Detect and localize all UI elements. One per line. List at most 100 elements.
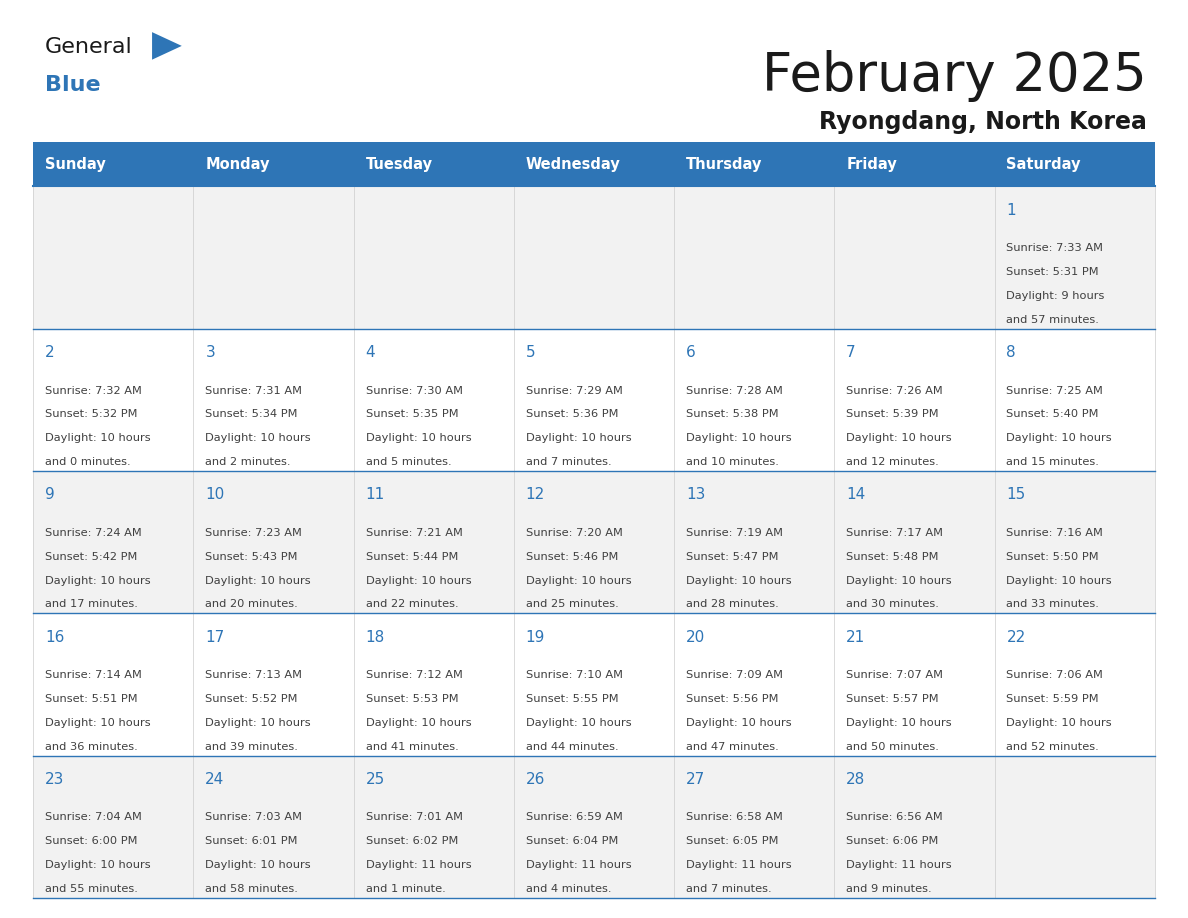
Text: and 52 minutes.: and 52 minutes.: [1006, 742, 1099, 752]
Text: Sunset: 5:56 PM: Sunset: 5:56 PM: [685, 694, 778, 704]
Text: and 55 minutes.: and 55 minutes.: [45, 884, 138, 894]
Text: Sunset: 6:05 PM: Sunset: 6:05 PM: [685, 836, 778, 846]
Text: Sunset: 5:35 PM: Sunset: 5:35 PM: [366, 409, 459, 420]
Text: 27: 27: [685, 772, 706, 787]
Text: 11: 11: [366, 487, 385, 502]
Text: 10: 10: [206, 487, 225, 502]
Text: 25: 25: [366, 772, 385, 787]
Text: Daylight: 9 hours: Daylight: 9 hours: [1006, 291, 1105, 301]
Text: Sunrise: 7:33 AM: Sunrise: 7:33 AM: [1006, 243, 1104, 253]
Text: and 30 minutes.: and 30 minutes.: [846, 599, 939, 610]
Text: and 20 minutes.: and 20 minutes.: [206, 599, 298, 610]
Text: and 12 minutes.: and 12 minutes.: [846, 457, 939, 467]
Text: Daylight: 11 hours: Daylight: 11 hours: [366, 860, 472, 870]
Text: Sunrise: 6:56 AM: Sunrise: 6:56 AM: [846, 812, 943, 823]
Text: General: General: [45, 37, 133, 57]
Bar: [194, 142, 354, 186]
Text: and 39 minutes.: and 39 minutes.: [206, 742, 298, 752]
Text: Daylight: 10 hours: Daylight: 10 hours: [526, 576, 631, 586]
Text: Wednesday: Wednesday: [526, 157, 620, 172]
Text: Sunset: 5:51 PM: Sunset: 5:51 PM: [45, 694, 138, 704]
Text: Sunrise: 7:07 AM: Sunrise: 7:07 AM: [846, 670, 943, 680]
Text: Sunrise: 7:28 AM: Sunrise: 7:28 AM: [685, 386, 783, 396]
Text: Saturday: Saturday: [1006, 157, 1081, 172]
Text: Sunset: 5:53 PM: Sunset: 5:53 PM: [366, 694, 459, 704]
Bar: [834, 142, 994, 186]
Text: Sunrise: 7:26 AM: Sunrise: 7:26 AM: [846, 386, 943, 396]
Text: 28: 28: [846, 772, 865, 787]
Text: Sunset: 6:00 PM: Sunset: 6:00 PM: [45, 836, 138, 846]
Text: Sunrise: 7:20 AM: Sunrise: 7:20 AM: [526, 528, 623, 538]
Text: 24: 24: [206, 772, 225, 787]
Text: and 17 minutes.: and 17 minutes.: [45, 599, 138, 610]
Text: Sunrise: 7:01 AM: Sunrise: 7:01 AM: [366, 812, 462, 823]
Text: Sunrise: 6:59 AM: Sunrise: 6:59 AM: [526, 812, 623, 823]
Text: 8: 8: [1006, 345, 1016, 360]
Text: Sunset: 5:38 PM: Sunset: 5:38 PM: [685, 409, 778, 420]
Bar: [33, 471, 1155, 613]
Text: Sunrise: 7:04 AM: Sunrise: 7:04 AM: [45, 812, 143, 823]
Text: 20: 20: [685, 630, 706, 644]
Text: Sunrise: 7:03 AM: Sunrise: 7:03 AM: [206, 812, 303, 823]
Text: 21: 21: [846, 630, 865, 644]
Text: Sunrise: 6:58 AM: Sunrise: 6:58 AM: [685, 812, 783, 823]
Text: Sunset: 6:01 PM: Sunset: 6:01 PM: [206, 836, 298, 846]
Text: Daylight: 10 hours: Daylight: 10 hours: [846, 433, 952, 443]
Text: 15: 15: [1006, 487, 1025, 502]
Text: Sunrise: 7:29 AM: Sunrise: 7:29 AM: [526, 386, 623, 396]
Text: Sunrise: 7:21 AM: Sunrise: 7:21 AM: [366, 528, 462, 538]
Bar: [33, 329, 1155, 471]
Text: Daylight: 11 hours: Daylight: 11 hours: [526, 860, 631, 870]
Text: Sunset: 5:52 PM: Sunset: 5:52 PM: [206, 694, 298, 704]
Text: Friday: Friday: [846, 157, 897, 172]
Text: Sunset: 5:46 PM: Sunset: 5:46 PM: [526, 552, 618, 562]
Text: Tuesday: Tuesday: [366, 157, 432, 172]
Text: Blue: Blue: [45, 75, 101, 95]
Text: Daylight: 10 hours: Daylight: 10 hours: [366, 576, 472, 586]
Text: Sunrise: 7:31 AM: Sunrise: 7:31 AM: [206, 386, 303, 396]
Bar: [33, 186, 1155, 329]
Text: 13: 13: [685, 487, 706, 502]
Text: and 57 minutes.: and 57 minutes.: [1006, 315, 1099, 325]
Text: Sunrise: 7:09 AM: Sunrise: 7:09 AM: [685, 670, 783, 680]
Text: 7: 7: [846, 345, 855, 360]
Text: Thursday: Thursday: [685, 157, 763, 172]
Text: and 41 minutes.: and 41 minutes.: [366, 742, 459, 752]
Text: February 2025: February 2025: [762, 50, 1146, 103]
Text: Daylight: 10 hours: Daylight: 10 hours: [1006, 433, 1112, 443]
Text: Daylight: 10 hours: Daylight: 10 hours: [1006, 576, 1112, 586]
Text: Sunset: 5:50 PM: Sunset: 5:50 PM: [1006, 552, 1099, 562]
Text: Daylight: 10 hours: Daylight: 10 hours: [206, 576, 311, 586]
Text: Sunset: 5:55 PM: Sunset: 5:55 PM: [526, 694, 619, 704]
Text: 1: 1: [1006, 203, 1016, 218]
Text: Sunset: 5:34 PM: Sunset: 5:34 PM: [206, 409, 298, 420]
Text: Daylight: 10 hours: Daylight: 10 hours: [685, 433, 791, 443]
Text: 23: 23: [45, 772, 64, 787]
Text: Daylight: 10 hours: Daylight: 10 hours: [206, 433, 311, 443]
Text: 4: 4: [366, 345, 375, 360]
Text: Sunset: 5:42 PM: Sunset: 5:42 PM: [45, 552, 138, 562]
Text: 26: 26: [526, 772, 545, 787]
Text: and 9 minutes.: and 9 minutes.: [846, 884, 931, 894]
Text: and 10 minutes.: and 10 minutes.: [685, 457, 779, 467]
Text: Sunset: 5:32 PM: Sunset: 5:32 PM: [45, 409, 138, 420]
Text: and 58 minutes.: and 58 minutes.: [206, 884, 298, 894]
Text: Sunrise: 7:24 AM: Sunrise: 7:24 AM: [45, 528, 141, 538]
Text: Daylight: 10 hours: Daylight: 10 hours: [45, 576, 151, 586]
Text: and 28 minutes.: and 28 minutes.: [685, 599, 779, 610]
Text: Daylight: 10 hours: Daylight: 10 hours: [526, 433, 631, 443]
Text: Sunrise: 7:12 AM: Sunrise: 7:12 AM: [366, 670, 462, 680]
Text: Sunrise: 7:19 AM: Sunrise: 7:19 AM: [685, 528, 783, 538]
Text: Daylight: 10 hours: Daylight: 10 hours: [45, 433, 151, 443]
Text: Sunset: 6:06 PM: Sunset: 6:06 PM: [846, 836, 939, 846]
Text: and 50 minutes.: and 50 minutes.: [846, 742, 939, 752]
Bar: [33, 756, 1155, 898]
Bar: [33, 142, 194, 186]
Text: and 22 minutes.: and 22 minutes.: [366, 599, 459, 610]
Bar: [354, 142, 514, 186]
Text: Sunrise: 7:14 AM: Sunrise: 7:14 AM: [45, 670, 143, 680]
Text: and 47 minutes.: and 47 minutes.: [685, 742, 779, 752]
Text: Sunset: 5:44 PM: Sunset: 5:44 PM: [366, 552, 457, 562]
Text: Daylight: 10 hours: Daylight: 10 hours: [846, 718, 952, 728]
Text: 19: 19: [526, 630, 545, 644]
